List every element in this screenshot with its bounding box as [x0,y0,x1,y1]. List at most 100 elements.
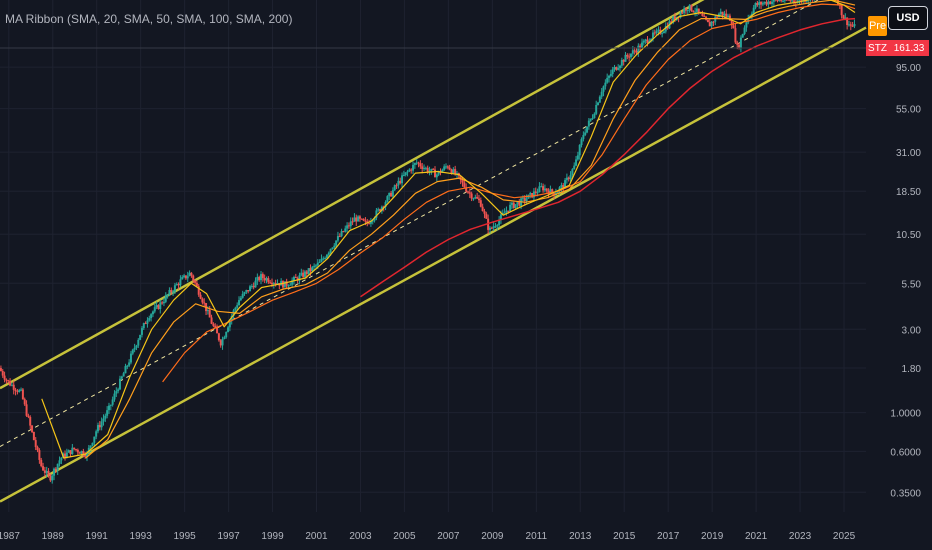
candle-body [100,421,103,428]
ma20-line [41,0,856,459]
candle-body [53,468,56,476]
candle-body [503,212,506,214]
candle-body [651,32,654,39]
candle-body [256,277,259,281]
candle-body [118,378,121,390]
candle-body [269,282,272,284]
candle-body [184,275,187,279]
candle-body [27,415,30,418]
y-tick-label: 0.6000 [890,447,921,458]
candle-body [763,1,766,4]
candle-body [124,366,127,374]
candle-body [206,310,209,312]
candle-body [602,86,605,92]
channel-lower-line [0,26,867,503]
candle-body [139,334,142,340]
indicator-title[interactable]: MA Ribbon (SMA, 20, SMA, 50, SMA, 100, S… [5,12,293,26]
candle-body [54,468,57,471]
candle-body [390,192,393,197]
candle-body [208,310,211,318]
candle-body [789,0,792,1]
candle-body [260,274,263,281]
candle-body [710,21,713,27]
candle-body [580,139,583,145]
candle-body [697,8,700,13]
candle-body [556,191,559,193]
candle-body [499,214,502,220]
candle-body [479,200,482,207]
candle-body [362,218,365,221]
candle-body [760,1,763,5]
candle-body [5,379,8,381]
candle-body [664,26,667,32]
candle-body [488,227,491,230]
candle-body [93,436,96,443]
candle-body [754,2,757,8]
candle-body [791,0,794,2]
candle-body [769,1,772,4]
candle-body [565,177,568,181]
candle-body [364,220,367,222]
candle-body [419,163,422,167]
candle-body [353,217,356,222]
candle-body [388,192,391,197]
currency-button[interactable]: USD [888,6,928,30]
candle-body [573,165,576,170]
candle-body [716,16,719,18]
candle-body [686,10,689,12]
candle-body [640,42,643,48]
candle-body [245,289,248,293]
x-tick-label: 2001 [305,531,328,542]
candle-body [291,280,294,285]
y-tick-label: 1.0000 [890,409,921,420]
candle-body [135,345,138,348]
candle-body [723,13,726,16]
candle-body [805,0,808,2]
x-tick-label: 1993 [130,531,153,542]
candle-body [426,167,429,172]
candle-body [490,227,493,229]
candle-body [472,198,475,200]
candle-body [415,162,418,164]
candle-body [395,185,398,187]
candle-body [560,185,563,188]
candle-body [564,180,567,189]
candle-body [80,451,83,454]
candle-body [98,425,101,428]
candle-body [408,169,411,172]
candle-body [466,191,469,193]
candle-body [65,452,68,458]
candle-body [655,30,658,33]
candle-body [195,282,198,287]
candle-body [608,75,611,78]
time-axis[interactable]: 1987 1989 1991 1993 1995 1997 1999 2001 2003 2005… [0,531,856,542]
candle-body [307,268,310,275]
candle-body [285,281,288,286]
candle-body [853,23,856,27]
candle-body [549,189,552,195]
candle-body [91,442,94,446]
candle-body [239,297,242,301]
candle-body [622,59,625,62]
ma200-line [360,17,856,298]
candle-body [662,31,665,34]
candle-body [386,196,389,203]
x-tick-label: 2009 [481,531,504,542]
candle-body [635,50,638,53]
price-axis[interactable]: 95.00 55.00 31.00 18.50 10.50 5.50 3.00 1.80 1.0… [890,63,921,499]
candle-body [115,391,118,394]
candle-body [128,362,131,366]
candle-body [75,449,78,451]
candle-body [523,197,526,202]
candle-body [721,11,724,16]
candle-body [417,162,420,164]
candle-body [481,206,484,212]
candle-body [272,283,275,285]
candle-body [56,463,59,471]
candle-body [292,277,295,281]
candle-body [844,17,847,19]
candle-body [377,209,380,211]
candle-body [369,221,372,224]
candle-body [104,415,107,419]
